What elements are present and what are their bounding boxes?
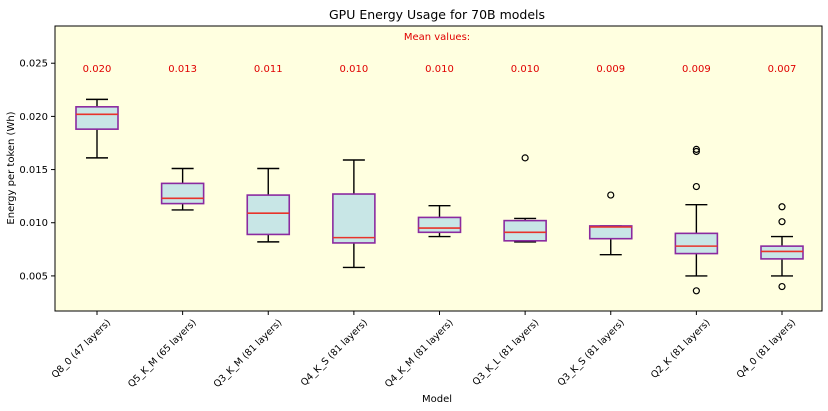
x-tick-label: Q4_0 (81 layers): [735, 317, 798, 380]
outlier-point: [778, 282, 786, 291]
mean-value-label: 0.007: [768, 64, 797, 75]
x-tick-label: Q3_K_L (81 layers): [471, 317, 542, 388]
iqr-box: [760, 245, 804, 260]
iqr-box: [246, 194, 291, 236]
box-group: 0.009: [674, 64, 719, 295]
mean-value-label: 0.009: [682, 64, 711, 75]
mean-value-label: 0.020: [83, 64, 112, 75]
iqr-box: [417, 216, 462, 234]
mean-value-label: 0.011: [254, 64, 283, 75]
box-group: 0.011: [246, 64, 291, 243]
outlier-point: [692, 145, 700, 153]
x-tick-label: Q3_K_S (81 layers): [556, 317, 627, 388]
outlier-point: [521, 154, 529, 162]
x-axis: Q8_0 (47 layers) Q5_K_M (65 layers) Q3_K_M…: [50, 311, 798, 390]
iqr-box: [503, 219, 547, 242]
outlier-point: [692, 182, 700, 191]
box-group: 0.010: [332, 64, 376, 269]
x-tick-label: Q4_K_M (81 layers): [383, 317, 456, 390]
boxes-layer: 0.020 0.013 0.011 0.010 0.010 0.010 0.009 0.009…: [75, 64, 804, 295]
mean-value-label: 0.010: [425, 64, 454, 75]
y-axis: 0.005 0.010 0.015 0.020 0.025: [19, 59, 55, 282]
outlier-point: [692, 287, 700, 295]
x-tick-label: Q8_0 (47 layers): [50, 317, 113, 380]
iqr-box: [160, 182, 205, 205]
iqr-box: [674, 232, 719, 255]
y-tick-label: 0.015: [19, 165, 48, 176]
x-tick-label: Q4_K_S (81 layers): [299, 317, 370, 388]
y-tick-label: 0.010: [19, 218, 48, 229]
y-tick-label: 0.020: [19, 112, 48, 123]
box-group: 0.010: [503, 64, 547, 243]
x-tick-label: Q2_K (81 layers): [649, 317, 713, 381]
iqr-box: [588, 225, 633, 240]
mean-value-label: 0.009: [596, 64, 625, 75]
x-tick-label: Q3_K_M (81 layers): [212, 317, 285, 390]
x-tick-label: Q5_K_M (65 layers): [126, 317, 199, 390]
outlier-point: [692, 147, 700, 156]
y-axis-label: Energy per token (Wh): [6, 111, 17, 224]
mean-value-label: 0.010: [511, 64, 540, 75]
y-tick-label: 0.025: [19, 59, 48, 70]
chart-title: GPU Energy Usage for 70B models: [329, 7, 545, 22]
outlier-point: [778, 218, 786, 226]
mean-value-label: 0.010: [340, 64, 369, 75]
box-group: 0.009: [588, 64, 633, 256]
mean-value-label: 0.013: [168, 64, 197, 75]
box-group: 0.013: [160, 64, 205, 211]
outlier-point: [778, 203, 786, 211]
y-tick-label: 0.005: [19, 271, 48, 282]
outlier-point: [607, 191, 615, 199]
iqr-box: [75, 106, 119, 130]
x-axis-label: Model: [422, 394, 452, 405]
box-group: 0.007: [760, 64, 804, 291]
iqr-box: [332, 193, 376, 244]
mean-values-annotation: Mean values:: [404, 32, 470, 43]
box-group: 0.020: [75, 64, 119, 159]
box-group: 0.010: [417, 64, 462, 238]
